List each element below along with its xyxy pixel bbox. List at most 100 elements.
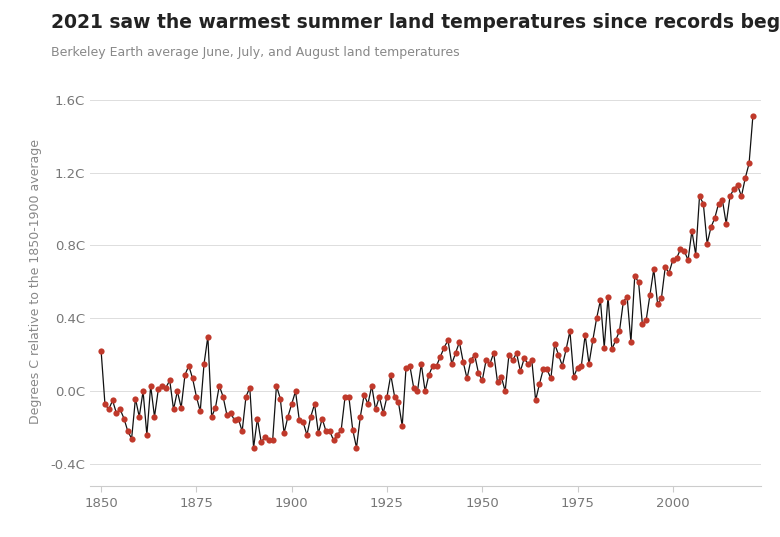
Point <box>133 412 146 421</box>
Point <box>381 393 393 401</box>
Point <box>522 360 534 368</box>
Point <box>575 361 587 370</box>
Point <box>701 240 714 248</box>
Point <box>255 438 268 447</box>
Point <box>312 429 324 438</box>
Point <box>617 297 629 306</box>
Point <box>350 444 363 452</box>
Point <box>724 192 736 201</box>
Point <box>590 314 603 323</box>
Point <box>629 272 641 281</box>
Point <box>136 387 149 396</box>
Point <box>251 414 264 423</box>
Point <box>400 363 413 372</box>
Point <box>678 246 690 255</box>
Point <box>122 427 134 436</box>
Point <box>506 356 519 365</box>
Point <box>160 383 172 392</box>
Point <box>674 245 686 253</box>
Point <box>708 214 721 222</box>
Point <box>736 192 748 201</box>
Point <box>129 394 142 403</box>
Point <box>263 436 275 445</box>
Point <box>171 387 183 396</box>
Point <box>217 393 229 401</box>
Point <box>243 383 256 392</box>
Point <box>484 360 496 368</box>
Point <box>644 291 656 299</box>
Point <box>510 349 523 357</box>
Point <box>571 363 583 372</box>
Point <box>339 393 351 401</box>
Point <box>461 374 473 383</box>
Point <box>415 360 427 368</box>
Point <box>140 431 153 439</box>
Point <box>304 412 317 421</box>
Point <box>209 403 222 412</box>
Point <box>488 349 500 357</box>
Point <box>453 338 466 346</box>
Y-axis label: Degrees C relative to the 1850-1900 average: Degrees C relative to the 1850-1900 aver… <box>29 140 41 424</box>
Point <box>95 347 108 355</box>
Point <box>270 381 282 390</box>
Point <box>526 356 538 365</box>
Text: 2021 saw the warmest summer land temperatures since records began: 2021 saw the warmest summer land tempera… <box>51 13 780 32</box>
Point <box>548 339 561 348</box>
Point <box>358 390 370 399</box>
Point <box>320 427 332 436</box>
Point <box>647 265 660 273</box>
Point <box>179 371 191 379</box>
Point <box>671 254 683 263</box>
Point <box>423 371 435 379</box>
Point <box>267 436 279 445</box>
Point <box>732 181 744 190</box>
Point <box>328 436 340 445</box>
Point <box>373 393 385 401</box>
Point <box>106 396 119 405</box>
Point <box>633 278 645 286</box>
Point <box>385 371 397 379</box>
Point <box>476 376 488 384</box>
Point <box>148 412 161 421</box>
Point <box>655 294 668 303</box>
Point <box>697 199 710 208</box>
Point <box>388 393 401 401</box>
Point <box>739 174 751 183</box>
Point <box>419 387 431 396</box>
Point <box>502 351 515 359</box>
Point <box>175 403 187 412</box>
Point <box>457 358 470 366</box>
Point <box>102 405 115 414</box>
Point <box>126 434 138 443</box>
Point <box>274 394 286 403</box>
Point <box>651 300 664 308</box>
Point <box>693 192 706 201</box>
Point <box>499 387 512 396</box>
Point <box>609 336 622 345</box>
Point <box>556 361 569 370</box>
Point <box>144 381 157 390</box>
Point <box>110 409 122 417</box>
Point <box>659 263 672 272</box>
Point <box>236 427 248 436</box>
Point <box>514 367 526 375</box>
Point <box>625 338 637 346</box>
Point <box>377 409 389 417</box>
Point <box>640 316 652 324</box>
Point <box>716 195 729 204</box>
Point <box>201 332 214 341</box>
Point <box>465 356 477 365</box>
Point <box>472 369 484 378</box>
Point <box>602 292 615 301</box>
Point <box>480 356 492 365</box>
Point <box>682 256 694 264</box>
Point <box>613 327 626 336</box>
Point <box>118 414 130 423</box>
Point <box>541 365 553 374</box>
Point <box>362 400 374 408</box>
Point <box>491 378 504 387</box>
Point <box>308 400 321 408</box>
Point <box>544 374 557 383</box>
Point <box>152 385 165 394</box>
Point <box>221 411 233 419</box>
